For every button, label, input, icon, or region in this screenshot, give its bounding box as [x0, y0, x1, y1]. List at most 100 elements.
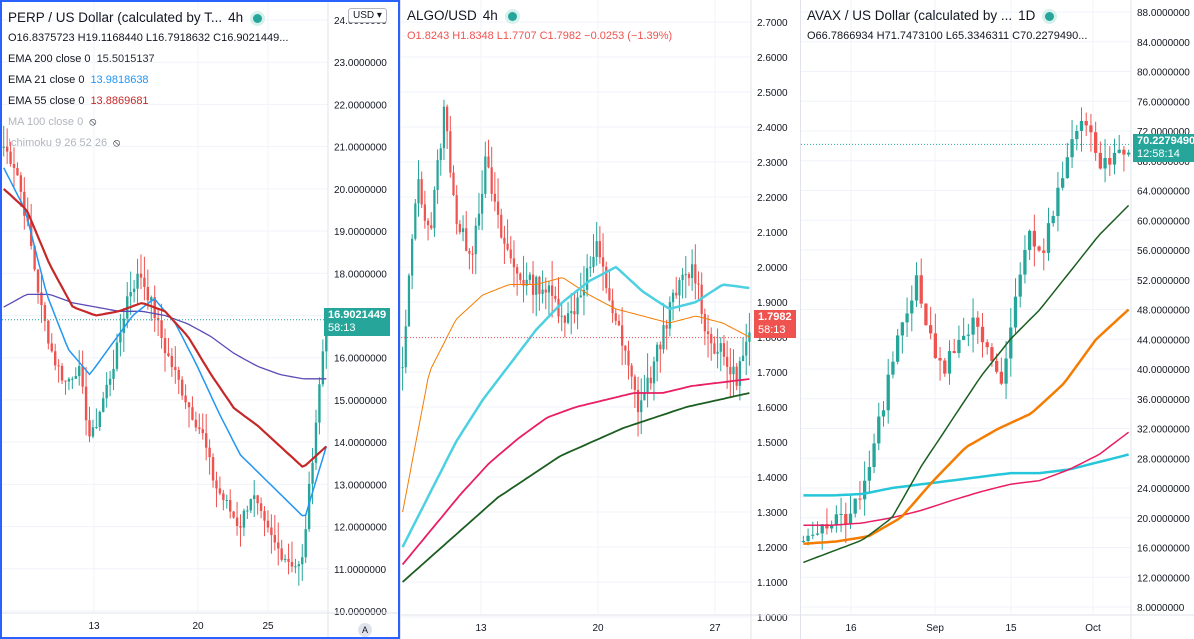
indicator-value: 13.8869681	[90, 94, 149, 107]
candle-body	[924, 303, 928, 326]
perp-chart-canvas[interactable]: 24.000000023.000000022.000000021.0000000…	[2, 2, 398, 637]
avax-interval[interactable]: 1D	[1018, 8, 1036, 23]
y-tick-label: 8.0000000	[1137, 603, 1185, 614]
candle-body	[150, 297, 153, 301]
ohlc-high: H1.8348	[452, 30, 494, 42]
candle-body	[442, 106, 446, 149]
candle-body	[547, 285, 551, 293]
market-open-icon	[1045, 11, 1055, 21]
candle-body	[102, 398, 105, 412]
candle-body	[325, 321, 328, 352]
candle-body	[538, 276, 541, 295]
avax-symbol-title[interactable]: AVAX / US Dollar (calculated by ...	[807, 8, 1013, 23]
candle-body	[877, 416, 881, 444]
candle-body	[143, 277, 146, 287]
eye-hidden-icon[interactable]: ⦸	[113, 136, 121, 149]
candle-body	[910, 300, 914, 314]
candle-body	[208, 447, 211, 458]
algo-interval[interactable]: 4h	[482, 8, 498, 23]
algo-title-row[interactable]: ALGO/USD 4h	[407, 6, 675, 26]
candle-body	[726, 356, 729, 367]
ohlc-open: O66.7866934	[807, 30, 874, 42]
indicator-label: EMA 55 close 0	[8, 94, 85, 107]
candle-body	[53, 351, 57, 366]
candle-body	[273, 535, 277, 543]
chart-pane-algo[interactable]: 2.7000 2.6000 2.5000 2.4000 2.3000 2.2000 2.10…	[400, 0, 800, 639]
moving-average-line	[402, 277, 750, 513]
algo-chart-canvas[interactable]: 2.7000 2.6000 2.5000 2.4000 2.3000 2.2000 2.10…	[401, 0, 800, 639]
candle-body	[452, 172, 455, 196]
candle-body	[40, 292, 43, 306]
indicator-ema200[interactable]: EMA 200 close 0 15.5015137	[8, 48, 291, 69]
avax-chart-canvas[interactable]: 88.0000000 84.0000000 80.0000000 76.0000000…	[801, 0, 1194, 639]
y-tick-label: 1.7000	[757, 368, 788, 379]
candle-body	[1108, 157, 1112, 165]
candle-body	[64, 380, 67, 382]
candle-body	[304, 529, 307, 558]
perp-interval[interactable]: 4h	[228, 10, 244, 25]
currency-button[interactable]: USD ▾	[348, 8, 387, 23]
indicator-value: 13.9818638	[90, 73, 149, 86]
candle-body	[67, 378, 71, 382]
candle-body	[198, 427, 201, 430]
candle-body	[1051, 215, 1055, 224]
y-tick-label: 76.0000000	[1137, 97, 1190, 108]
indicator-ichimoku[interactable]: Ichimoku 9 26 52 26 ⦸	[8, 132, 291, 153]
indicator-ma100[interactable]: MA 100 close 0 ⦸	[8, 111, 291, 132]
indicator-ema55[interactable]: EMA 55 close 0 13.8869681	[8, 90, 291, 111]
y-tick-label: 16.0000000	[1137, 544, 1190, 555]
candle-body	[88, 420, 91, 437]
candle-body	[662, 325, 665, 350]
candle-body	[745, 341, 748, 356]
candle-body	[806, 535, 810, 542]
candle-body	[446, 106, 449, 132]
candle-body	[914, 275, 919, 301]
candle-body	[1070, 139, 1074, 158]
candle-body	[633, 376, 636, 390]
candle-body	[1023, 249, 1027, 275]
y-tick-label: 44.0000000	[1137, 335, 1190, 346]
candle-body	[1060, 178, 1065, 188]
chart-pane-perp[interactable]: 24.000000023.000000022.000000021.0000000…	[0, 0, 400, 639]
candle-body	[263, 511, 266, 521]
candle-body	[5, 146, 9, 152]
candle-body	[525, 279, 528, 286]
algo-last-price-tag: 1.7982 58:13	[754, 310, 796, 338]
avax-title-row[interactable]: AVAX / US Dollar (calculated by ... 1D	[807, 6, 1090, 26]
candle-body	[404, 326, 407, 368]
candle-body	[563, 315, 566, 323]
auto-scale-button[interactable]: A	[358, 623, 372, 637]
currency-label: USD	[353, 10, 375, 21]
candle-body	[985, 342, 989, 348]
candle-body	[311, 462, 314, 484]
y-tick-label: 15.0000000	[334, 396, 387, 407]
x-tick-label: 20	[192, 621, 204, 632]
candle-body	[952, 351, 956, 354]
candle-body	[105, 384, 108, 399]
chart-pane-avax[interactable]: 88.0000000 84.0000000 80.0000000 76.0000000…	[800, 0, 1194, 639]
candle-body	[136, 273, 139, 289]
candle-body	[294, 566, 297, 568]
avax-last-price-tag: 70.2279490 12:58:14	[1133, 134, 1194, 162]
candle-body	[735, 366, 738, 386]
candle-body	[811, 534, 815, 536]
perp-symbol-title[interactable]: PERP / US Dollar (calculated by T...	[8, 10, 223, 25]
y-tick-label: 72.0000000	[1137, 127, 1190, 138]
y-tick-label: 2.5000	[757, 88, 788, 99]
x-tick-label: Oct	[1085, 623, 1101, 634]
candle-body	[656, 344, 659, 362]
indicator-ema21[interactable]: EMA 21 close 0 13.9818638	[8, 69, 291, 90]
moving-average-line	[803, 453, 1129, 497]
last-price: 70.2279490	[1137, 135, 1194, 147]
perp-title-row[interactable]: PERP / US Dollar (calculated by T... 4h	[8, 8, 291, 28]
candle-body	[829, 525, 834, 529]
algo-symbol-title[interactable]: ALGO/USD	[407, 8, 477, 23]
y-tick-label: 2.0000	[757, 263, 788, 274]
eye-hidden-icon[interactable]: ⦸	[89, 115, 97, 128]
candle-body	[455, 195, 458, 224]
ohlc-close: C1.7982	[539, 30, 582, 42]
candle-body	[235, 517, 239, 527]
candle-body	[301, 557, 304, 565]
candle-body	[576, 297, 579, 315]
candle-body	[1065, 157, 1070, 179]
